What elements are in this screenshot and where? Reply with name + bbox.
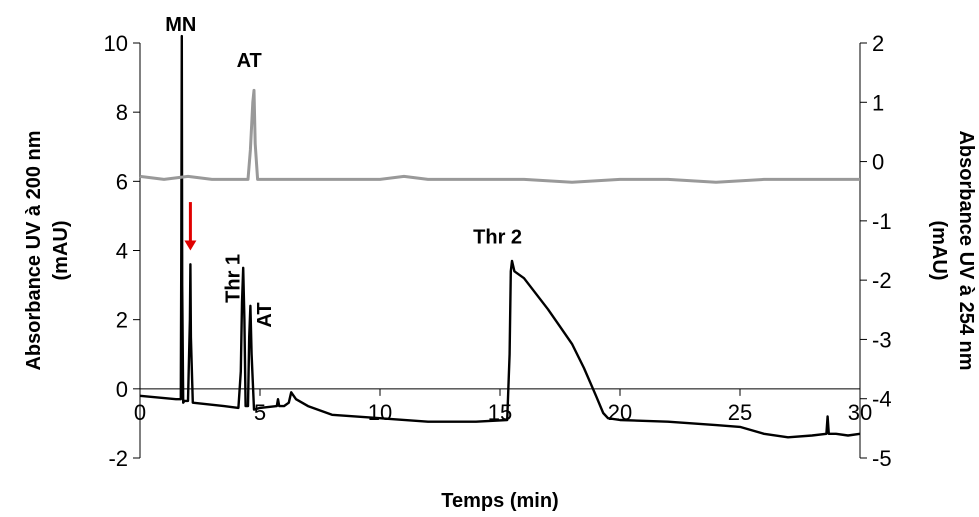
peak-label: Thr 1: [223, 254, 245, 303]
y-axis-right-title-line: Absorbance UV à 254 nm: [955, 130, 977, 370]
peak-label: AT: [237, 50, 262, 72]
x-tick-label: 10: [368, 400, 392, 425]
red-arrow-head: [184, 240, 197, 251]
y-tick-label-left: 8: [116, 100, 128, 125]
y-tick-label-right: 2: [872, 31, 884, 56]
y-axis-left-title-line: Absorbance UV à 200 nm: [23, 130, 45, 370]
x-tick-label: 20: [608, 400, 632, 425]
x-axis-title: Temps (min): [441, 490, 558, 512]
y-axis-left-title-line: (mAU): [50, 221, 72, 281]
y-tick-label-right: 0: [872, 150, 884, 175]
y-tick-label-right: -1: [872, 209, 892, 234]
y-tick-label-right: 1: [872, 90, 884, 115]
y-tick-label-right: -3: [872, 327, 892, 352]
y-tick-label-right: -2: [872, 268, 892, 293]
y-tick-label-right: -4: [872, 387, 892, 412]
peak-label: Thr 2: [473, 227, 522, 249]
series-group: [139, 34, 861, 439]
x-tick-label: 15: [488, 400, 512, 425]
y-axis-right-title-line: (mAU): [928, 221, 950, 281]
y-tick-label-left: 0: [116, 377, 128, 402]
y-tick-label-right: -5: [872, 446, 892, 471]
peak-label: MN: [165, 14, 196, 36]
series-line-254nm: [139, 88, 860, 184]
y-axis-left-title: Absorbance UV à 200 nm (mAU): [23, 130, 72, 370]
y-tick-label-left: 10: [104, 31, 128, 56]
x-tick-label: 5: [254, 400, 266, 425]
peak-label: AT: [254, 302, 276, 327]
x-tick-label: 30: [848, 400, 872, 425]
y-tick-label-left: 4: [116, 239, 128, 264]
x-tick-label: 0: [134, 400, 146, 425]
y-tick-label-left: 6: [116, 169, 128, 194]
x-tick-label: 25: [728, 400, 752, 425]
series-line-200nm: [139, 34, 861, 439]
y-tick-label-left: -2: [108, 446, 128, 471]
y-tick-label-left: 2: [116, 308, 128, 333]
y-axis-right-title: Absorbance UV à 254 nm(mAU): [928, 130, 977, 370]
